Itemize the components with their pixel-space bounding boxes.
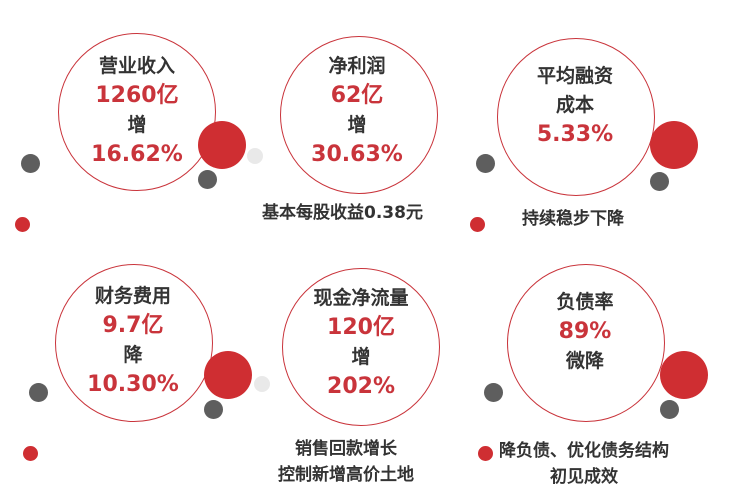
financing-cost-value: 5.33%: [536, 122, 614, 147]
financing-cost-label-1: 平均融资: [536, 65, 613, 87]
cash-flow-note: 销售回款增长 控制新增高价土地: [278, 436, 414, 488]
net-profit-trend: 增: [347, 114, 367, 136]
cash-flow-circle: [282, 268, 440, 426]
finance-expense-value: 9.7亿: [102, 313, 164, 338]
net-profit-label: 净利润: [328, 55, 386, 77]
revenue-light-dot: [247, 148, 263, 164]
revenue-content: 营业收入 1260亿 增 16.62%: [57, 52, 217, 170]
financing-cost-circle: [497, 38, 655, 196]
financing-cost-content: 平均融资 成本 5.33%: [495, 62, 655, 150]
revenue-pct: 16.62%: [91, 142, 183, 167]
revenue-circle: [58, 33, 216, 191]
revenue-red-dot: [198, 121, 246, 169]
finance-expense-content: 财务费用 9.7亿 降 10.30%: [53, 282, 213, 400]
left-gray-dot-2: [29, 383, 48, 402]
eps-note: 基本每股收益0.38元: [262, 203, 423, 223]
debt-ratio-content: 负债率 89% 微降: [505, 288, 665, 376]
cash-flow-value: 120亿: [327, 315, 395, 340]
debt-ratio-trend: 微降: [565, 350, 604, 372]
finance-expense-red-dot: [204, 351, 252, 399]
finance-expense-trend: 降: [123, 344, 143, 366]
cash-flow-note-line2: 控制新增高价土地: [278, 465, 414, 485]
net-profit-pct: 30.63%: [311, 142, 403, 167]
financing-cost-label-2: 成本: [555, 94, 594, 116]
debt-ratio-red-dot: [660, 351, 708, 399]
cash-flow-pct: 202%: [327, 374, 395, 399]
net-profit-value: 62亿: [330, 83, 384, 108]
cash-flow-content: 现金净流量 120亿 增 202%: [281, 284, 441, 402]
mid-red-dot-1: [470, 217, 485, 232]
revenue-label: 营业收入: [98, 55, 175, 77]
financing-red-dot: [650, 121, 698, 169]
debt-ratio-label: 负债率: [556, 291, 614, 313]
mid-red-dot-2: [478, 446, 493, 461]
revenue-value: 1260亿: [95, 83, 179, 108]
revenue-trend: 增: [127, 114, 147, 136]
debt-ratio-note: 降负债、优化债务结构 初见成效: [499, 438, 669, 490]
left-gray-dot-1: [21, 154, 40, 173]
debt-ratio-note-line2: 初见成效: [550, 467, 618, 487]
debt-ratio-circle: [507, 264, 665, 422]
finance-expense-circle: [55, 264, 213, 422]
left-red-dot-1: [15, 217, 30, 232]
finance-expense-gray-dot: [204, 400, 223, 419]
cash-flow-note-line1: 销售回款增长: [295, 439, 397, 459]
finance-expense-light-dot: [254, 376, 270, 392]
revenue-gray-dot: [198, 170, 217, 189]
finance-expense-label: 财务费用: [94, 285, 171, 307]
financing-gray-dot: [650, 172, 669, 191]
mid-gray-dot-1: [476, 154, 495, 173]
left-red-dot-2: [23, 446, 38, 461]
mid-gray-dot-2: [484, 383, 503, 402]
net-profit-content: 净利润 62亿 增 30.63%: [277, 52, 437, 170]
finance-expense-pct: 10.30%: [87, 372, 179, 397]
debt-ratio-note-line1: 降负债、优化债务结构: [499, 441, 669, 461]
debt-ratio-value: 89%: [558, 319, 612, 344]
net-profit-circle: [280, 36, 438, 194]
debt-ratio-gray-dot: [660, 400, 679, 419]
financing-note: 持续稳步下降: [522, 209, 624, 229]
cash-flow-label: 现金净流量: [313, 287, 409, 309]
cash-flow-trend: 增: [351, 346, 371, 368]
